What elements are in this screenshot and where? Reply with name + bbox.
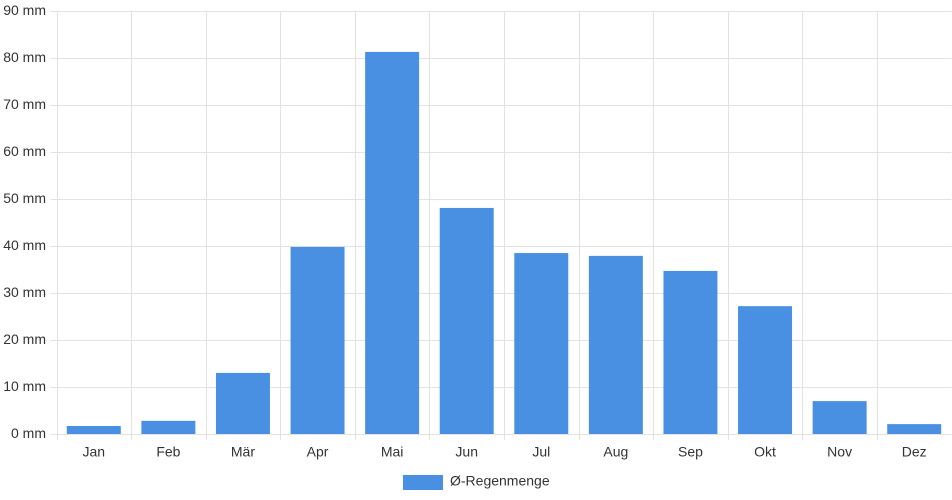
bar — [290, 246, 345, 434]
bar — [812, 401, 867, 434]
y-tick-label: 80 mm — [3, 49, 46, 65]
bar — [215, 372, 270, 434]
x-tick-label: Nov — [827, 444, 852, 460]
y-tick-label: 20 mm — [3, 331, 46, 347]
y-tick-label: 90 mm — [3, 2, 46, 18]
y-tick-label: 50 mm — [3, 190, 46, 206]
x-tick-label: Mai — [381, 444, 404, 460]
bar — [365, 51, 420, 434]
legend-label: Ø-Regenmenge — [450, 473, 550, 489]
y-tick-label: 30 mm — [3, 284, 46, 300]
x-tick-label: Sep — [678, 444, 703, 460]
y-tick-label: 40 mm — [3, 237, 46, 253]
x-tick-label: Jul — [532, 444, 550, 460]
x-tick-label: Mär — [231, 444, 255, 460]
legend-swatch — [403, 475, 443, 490]
x-tick-label: Dez — [902, 444, 927, 460]
x-tick-label: Jan — [83, 444, 106, 460]
x-tick-label: Aug — [603, 444, 628, 460]
x-tick-label: Apr — [307, 444, 329, 460]
bar — [588, 255, 643, 434]
bar — [887, 424, 942, 434]
x-tick-label: Feb — [156, 444, 180, 460]
bar — [141, 420, 196, 434]
y-tick-label: 70 mm — [3, 96, 46, 112]
y-tick-label: 60 mm — [3, 143, 46, 159]
bar — [514, 253, 569, 434]
bar — [439, 207, 494, 434]
x-tick-label: Okt — [754, 444, 776, 460]
y-tick-label: 10 mm — [3, 378, 46, 394]
bar — [66, 426, 121, 434]
x-tick-label: Jun — [455, 444, 478, 460]
bar — [663, 270, 718, 434]
y-tick-label: 0 mm — [11, 425, 46, 441]
bar — [738, 306, 793, 434]
